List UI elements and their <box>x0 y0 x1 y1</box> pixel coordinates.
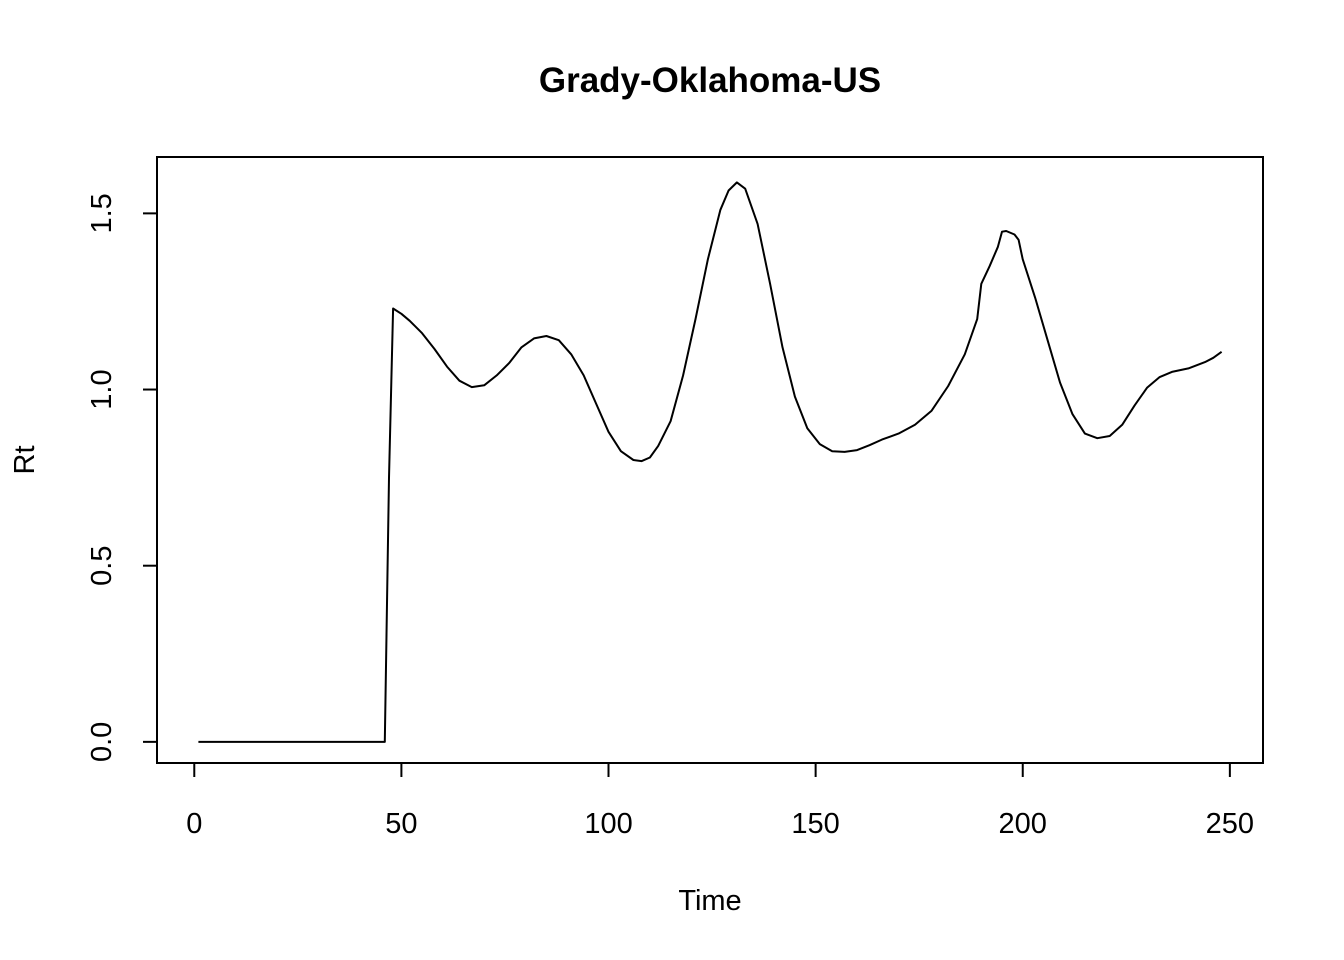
x-axis-label: Time <box>678 885 741 917</box>
x-tick-label: 250 <box>1206 808 1254 840</box>
x-tick-label: 0 <box>186 808 202 840</box>
x-tick-label: 200 <box>999 808 1047 840</box>
y-axis: 0.0 0.5 1.0 1.5 <box>86 193 157 762</box>
x-tick-label: 100 <box>584 808 632 840</box>
chart-title: Grady-Oklahoma-US <box>539 61 881 100</box>
y-tick-label: 1.0 <box>86 369 118 409</box>
x-axis: 0 50 100 150 200 250 <box>186 763 1254 840</box>
plot-frame <box>156 156 1264 764</box>
rt-series-line <box>198 181 1223 743</box>
y-axis-label: Rt <box>9 446 41 475</box>
x-tick-label: 50 <box>385 808 417 840</box>
y-tick-label: 1.5 <box>86 193 118 233</box>
x-tick-label: 150 <box>791 808 839 840</box>
y-tick-label: 0.5 <box>86 546 118 586</box>
y-tick-label: 0.0 <box>86 722 118 762</box>
